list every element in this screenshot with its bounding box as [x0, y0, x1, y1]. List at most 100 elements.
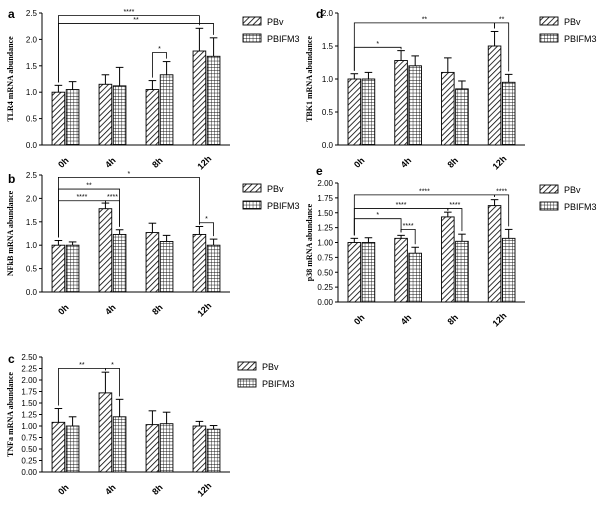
bar-pbv-4h	[98, 208, 113, 293]
legend-swatch-pbv	[242, 183, 262, 193]
significance-bracket	[494, 194, 510, 227]
bar-pbv-12h	[487, 205, 502, 303]
bar-pbifm3-8h	[159, 423, 174, 473]
significance-label: **	[86, 183, 92, 190]
bar-pbifm3-8h	[455, 88, 469, 146]
y-axis-label: NFkB mRNA abundance	[6, 190, 15, 276]
x-tick-label: 0h	[56, 155, 71, 170]
x-tick-label: 0h	[56, 482, 71, 497]
legend-swatch-pbv	[237, 361, 257, 371]
bar-pbv-0h	[51, 244, 66, 293]
x-tick-label: 4h	[103, 155, 118, 170]
bar-pbifm3-0h	[65, 89, 80, 146]
x-tick-label: 12h	[490, 154, 508, 172]
y-tick-label: 2.0	[322, 9, 334, 18]
bar-pbv-4h	[98, 83, 113, 146]
x-tick-label: 0h	[56, 302, 71, 317]
x-tick-label: 12h	[195, 301, 213, 319]
panel-label: a	[8, 7, 15, 21]
significance-label: ****	[396, 202, 407, 209]
bar-pbifm3-4h	[408, 252, 422, 303]
bar-pbifm3-12h	[206, 428, 221, 473]
legend-swatch-pbifm3	[539, 33, 559, 43]
chart-panel-e: e p38 mRNA abundance 0.00 0.25 0.50 0.75 1.00 1…	[305, 164, 597, 329]
bar-pbifm3-0h	[65, 244, 80, 293]
significance-label: *	[111, 362, 114, 369]
y-tick-label: 1.0	[26, 241, 38, 250]
panel-label: e	[316, 164, 323, 178]
bar-pbv-0h	[51, 91, 66, 146]
bar-pbifm3-4h	[112, 416, 127, 473]
y-tick-label: 0.00	[21, 468, 37, 477]
significance-bracket	[58, 176, 200, 238]
chart-panel-d: d TBK1 mRNA abundance 0.0 0.5 1.0 1.5 2.0 0h 4h 8…	[305, 7, 597, 172]
legend-swatch-pbifm3	[237, 378, 257, 388]
legend-label-pbifm3: PBIFM3	[262, 379, 295, 389]
significance-label: *	[376, 41, 379, 48]
bar-pbv-12h	[192, 425, 207, 473]
y-tick-label: 0.25	[21, 457, 37, 466]
bar-pbv-0h	[51, 421, 66, 473]
y-tick-label: 2.0	[26, 194, 38, 203]
y-tick-label: 1.0	[26, 88, 38, 97]
bar-pbv-0h	[347, 242, 362, 303]
significance-bracket	[447, 208, 463, 232]
bar-pbv-12h	[487, 45, 502, 146]
x-tick-label: 8h	[446, 155, 461, 170]
y-tick-label: 1.50	[21, 399, 37, 408]
bar-pbifm3-12h	[501, 237, 516, 303]
significance-bracket	[58, 15, 200, 83]
legend-label-pbv: PBv	[564, 185, 581, 195]
legend-label-pbv: PBv	[262, 362, 279, 372]
panel-label: d	[316, 7, 323, 21]
y-axis-label: TBK1 mRNA abundance	[305, 36, 314, 122]
bar-pbifm3-8h	[159, 74, 174, 146]
y-tick-label: 1.75	[317, 194, 333, 203]
significance-bracket	[152, 52, 167, 78]
legend-swatch-pbv	[539, 184, 559, 194]
y-tick-label: 0.0	[322, 141, 334, 150]
significance-bracket	[353, 46, 402, 71]
panel-label: c	[8, 352, 15, 366]
chart-panel-c: c TNFa mRNA abundance 0.00 0.25 0.50 0.75 1.00…	[6, 352, 295, 499]
y-tick-label: 1.25	[21, 411, 37, 420]
legend-label-pbifm3: PBIFM3	[267, 34, 300, 44]
bar-pbifm3-0h	[361, 78, 376, 146]
significance-label: *	[158, 46, 161, 53]
y-tick-label: 1.00	[317, 239, 333, 248]
y-tick-label: 2.25	[21, 365, 37, 374]
x-tick-label: 4h	[103, 302, 118, 317]
y-tick-label: 2.5	[26, 9, 38, 18]
y-tick-label: 2.00	[317, 179, 333, 188]
significance-label: ****	[403, 223, 414, 230]
significance-label: **	[422, 16, 428, 23]
y-tick-label: 2.5	[26, 171, 38, 180]
y-tick-label: 0.50	[21, 445, 37, 454]
bar-pbv-8h	[441, 71, 455, 146]
x-tick-label: 12h	[195, 481, 213, 499]
bar-pbifm3-8h	[159, 241, 174, 293]
y-tick-label: 1.5	[26, 218, 38, 227]
bar-pbifm3-0h	[361, 242, 376, 303]
y-tick-label: 1.5	[26, 62, 38, 71]
y-axis-label: TLR4 mRNA abundance	[6, 36, 15, 122]
chart-panel-a: a TLR4 mRNA abundance 0.0 0.5 1.0 1.5 2.0 2.5 0h…	[6, 7, 300, 172]
legend-label-pbifm3: PBIFM3	[564, 202, 597, 212]
legend-label-pbv: PBv	[564, 17, 581, 27]
legend-label-pbifm3: PBIFM3	[564, 34, 597, 44]
bar-pbv-12h	[192, 233, 207, 293]
y-tick-label: 2.50	[21, 353, 37, 362]
y-tick-label: 1.5	[322, 42, 334, 51]
y-tick-label: 0.0	[26, 141, 38, 150]
x-tick-label: 8h	[446, 312, 461, 327]
bar-pbv-8h	[145, 424, 160, 473]
bar-pbifm3-8h	[455, 240, 469, 303]
y-tick-label: 0.0	[26, 288, 38, 297]
legend-swatch-pbv	[242, 16, 262, 26]
y-tick-label: 0.75	[317, 253, 333, 262]
y-tick-label: 1.0	[322, 75, 334, 84]
bar-pbifm3-12h	[206, 55, 221, 146]
bar-pbv-8h	[145, 232, 160, 293]
bar-pbv-8h	[441, 216, 455, 303]
